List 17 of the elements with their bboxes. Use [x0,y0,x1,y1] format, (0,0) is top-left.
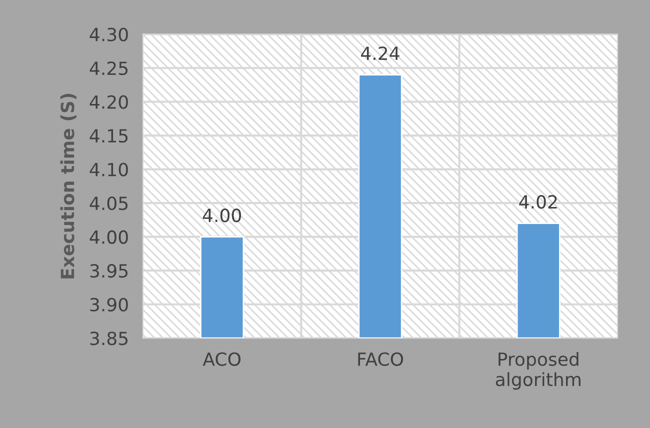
x-tick-label: Proposed algorithm [496,352,580,390]
y-tick-label: 4.30 [90,28,128,42]
y-tick-label: 4.00 [90,230,128,244]
y-tick-label: 4.15 [90,129,128,143]
data-label: 4.00 [202,208,241,222]
x-tick-label: FACO [358,352,404,366]
y-tick-label: 3.85 [90,332,128,346]
data-label: 4.02 [519,195,557,209]
y-tick-label: 4.05 [90,196,128,210]
y-tick-label: 4.25 [90,61,128,76]
y-axis-title: Execution time (S) [60,94,76,278]
y-tick-label: 3.90 [90,298,128,312]
y-tick-label: 4.10 [90,162,128,176]
y-tick-label: 3.95 [90,264,128,278]
y-tick-label: 4.20 [90,95,128,109]
data-label: 4.24 [361,46,400,60]
x-tick-label: ACO [202,352,240,366]
